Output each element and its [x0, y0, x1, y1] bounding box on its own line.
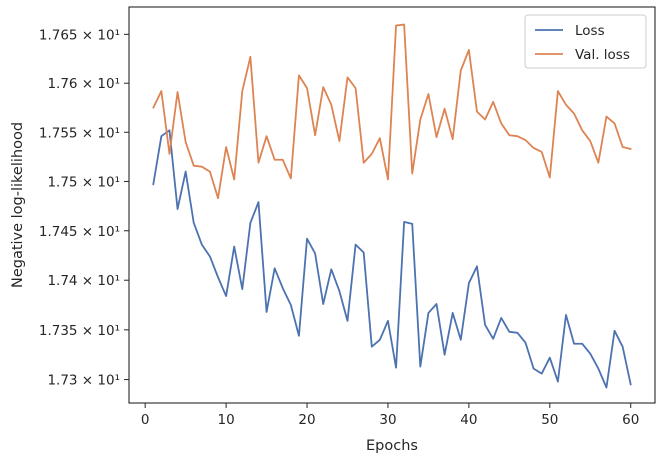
- x-tick-label: 0: [141, 412, 150, 428]
- series-layer: [152, 23, 632, 389]
- y-tick-label: 1.745 × 10¹: [39, 224, 120, 240]
- y-tick-label: 1.76 × 10¹: [47, 76, 120, 92]
- legend-label-val-loss: Val. loss: [575, 47, 630, 63]
- y-tick-label: 1.765 × 10¹: [39, 27, 120, 43]
- x-tick-label: 30: [379, 412, 396, 428]
- y-tick-label: 1.74 × 10¹: [47, 273, 120, 289]
- x-axis: 0 10 20 30 40 50 60: [141, 403, 639, 428]
- plot-background: [129, 7, 655, 403]
- x-tick-label: 20: [298, 412, 315, 428]
- y-tick-label: 1.73 × 10¹: [47, 373, 120, 389]
- legend: Loss Val. loss: [524, 14, 647, 69]
- x-axis-title: Epochs: [366, 438, 418, 454]
- plot-frame: [128, 6, 656, 404]
- y-tick-label: 1.735 × 10¹: [39, 323, 120, 339]
- y-axis-title: Negative log-likelihood: [10, 122, 26, 288]
- series-line-val-loss: [152, 23, 632, 200]
- series-line-loss: [152, 129, 632, 389]
- y-tick-label: 1.75 × 10¹: [47, 174, 120, 190]
- y-tick-label: 1.755 × 10¹: [39, 125, 120, 141]
- x-tick-label: 60: [622, 412, 639, 428]
- x-tick-label: 10: [218, 412, 235, 428]
- legend-label-loss: Loss: [575, 23, 605, 39]
- y-axis: 1.73 × 10¹ 1.735 × 10¹ 1.74 × 10¹ 1.745 × 1…: [39, 27, 129, 389]
- x-tick-label: 50: [541, 412, 558, 428]
- x-tick-label: 40: [460, 412, 477, 428]
